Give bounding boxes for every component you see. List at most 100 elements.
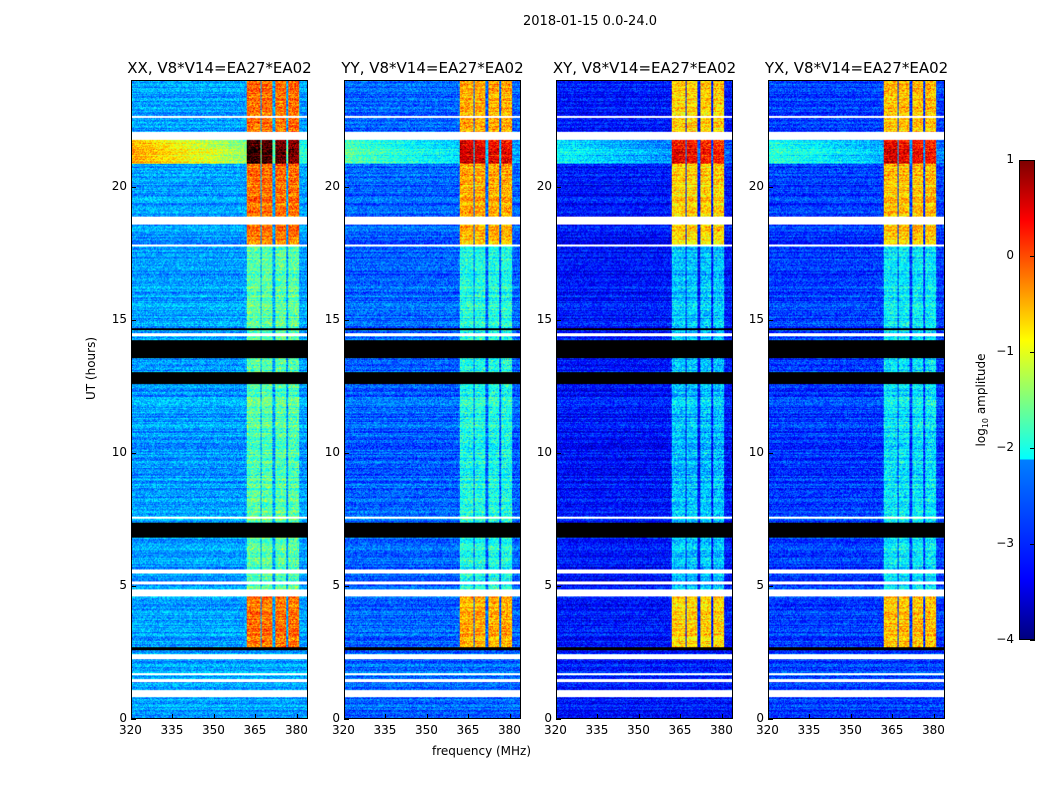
x-tick-mark	[809, 714, 811, 719]
y-tick-label: 10	[536, 444, 552, 459]
y-tick-label: 0	[544, 711, 552, 725]
heatmap-panel	[344, 80, 521, 719]
colorbar-tick-mark	[1030, 544, 1035, 545]
panel-title: XX, V8*V14=EA27*EA02	[127, 59, 312, 77]
x-tick-mark	[933, 714, 935, 719]
heatmap-panel	[768, 80, 945, 719]
x-tick-label: 335	[160, 723, 184, 737]
panel-title: YX, V8*V14=EA27*EA02	[764, 59, 949, 77]
x-tick-label: 350	[414, 723, 438, 737]
y-tick-mark	[344, 719, 349, 720]
x-tick-mark	[296, 714, 298, 719]
y-tick-label: 0	[332, 711, 340, 725]
y-tick-mark	[131, 452, 136, 454]
y-tick-label: 20	[536, 178, 552, 193]
y-tick-mark	[131, 186, 136, 188]
x-tick-mark	[426, 714, 428, 719]
x-tick-mark	[344, 714, 345, 719]
y-tick-label: 15	[324, 311, 340, 326]
y-tick-label: 20	[111, 178, 127, 193]
x-tick-mark	[892, 714, 894, 719]
x-tick-label: 365	[880, 723, 904, 737]
x-tick-mark	[509, 714, 511, 719]
y-tick-label: 5	[119, 577, 127, 592]
y-tick-mark	[768, 319, 773, 321]
colorbar-tick-label: −1	[996, 344, 1014, 358]
heatmap-panel	[556, 80, 733, 719]
colorbar-tick-label: −2	[996, 440, 1014, 454]
heatmap-canvas	[769, 81, 944, 718]
y-tick-label: 5	[544, 577, 552, 592]
y-tick-label: 10	[748, 444, 764, 459]
y-tick-label: 5	[756, 577, 764, 592]
colorbar-tick-label: −3	[996, 536, 1014, 550]
y-tick-mark	[131, 585, 136, 587]
panel-title: YY, V8*V14=EA27*EA02	[341, 59, 524, 77]
x-tick-label: 335	[585, 723, 609, 737]
x-tick-label: 380	[497, 723, 521, 737]
colorbar-tick-mark	[1030, 448, 1035, 449]
y-tick-mark	[768, 186, 773, 188]
colorbar	[1019, 160, 1035, 640]
x-axis-label: frequency (MHz)	[432, 744, 532, 758]
x-tick-label: 335	[797, 723, 821, 737]
figure-title: 2018-01-15 0.0-24.0	[523, 14, 657, 29]
x-tick-mark	[172, 714, 174, 719]
colorbar-tick-mark	[1030, 160, 1035, 161]
heatmap-panel	[131, 80, 308, 719]
x-tick-label: 320	[756, 723, 779, 737]
x-tick-mark	[213, 714, 215, 719]
colorbar-tick-label: 1	[1006, 152, 1014, 166]
x-tick-label: 365	[668, 723, 692, 737]
x-tick-mark	[680, 714, 682, 719]
y-tick-mark	[556, 452, 561, 454]
x-tick-mark	[638, 714, 640, 719]
y-tick-label: 5	[332, 577, 340, 592]
y-tick-label: 15	[536, 311, 552, 326]
x-tick-mark	[768, 714, 769, 719]
x-tick-mark	[255, 714, 257, 719]
y-tick-mark	[556, 319, 561, 321]
x-tick-label: 365	[456, 723, 480, 737]
x-tick-mark	[597, 714, 599, 719]
y-tick-mark	[556, 585, 561, 587]
colorbar-tick-mark	[1030, 256, 1035, 257]
x-tick-mark	[850, 714, 852, 719]
y-tick-mark	[344, 186, 349, 188]
x-tick-label: 320	[119, 723, 142, 737]
colorbar-label: log10 amplitude	[973, 353, 991, 447]
colorbar-tick-mark	[1030, 352, 1035, 353]
colorbar-tick-label: 0	[1006, 248, 1014, 262]
heatmap-canvas	[557, 81, 732, 718]
y-tick-mark	[556, 186, 561, 188]
x-tick-mark	[131, 714, 132, 719]
y-tick-mark	[768, 452, 773, 454]
y-tick-mark	[344, 585, 349, 587]
x-tick-label: 350	[626, 723, 650, 737]
y-tick-mark	[556, 719, 561, 720]
y-tick-label: 10	[324, 444, 340, 459]
x-tick-mark	[385, 714, 387, 719]
y-tick-mark	[768, 585, 773, 587]
y-tick-mark	[344, 452, 349, 454]
x-tick-mark	[721, 714, 723, 719]
y-tick-label: 20	[324, 178, 340, 193]
y-axis-label: UT (hours)	[84, 336, 98, 400]
x-tick-label: 350	[838, 723, 862, 737]
x-tick-mark	[556, 714, 557, 719]
y-tick-label: 15	[748, 311, 764, 326]
y-tick-label: 0	[119, 711, 127, 725]
x-tick-label: 320	[332, 723, 355, 737]
x-tick-label: 380	[709, 723, 733, 737]
panel-title: XY, V8*V14=EA27*EA02	[552, 59, 737, 77]
y-tick-mark	[344, 319, 349, 321]
y-tick-label: 15	[111, 311, 127, 326]
x-tick-label: 365	[243, 723, 267, 737]
y-tick-mark	[131, 719, 136, 720]
y-tick-label: 20	[748, 178, 764, 193]
x-tick-mark	[468, 714, 470, 719]
y-tick-label: 10	[111, 444, 127, 459]
x-tick-label: 335	[373, 723, 397, 737]
x-tick-label: 380	[921, 723, 945, 737]
